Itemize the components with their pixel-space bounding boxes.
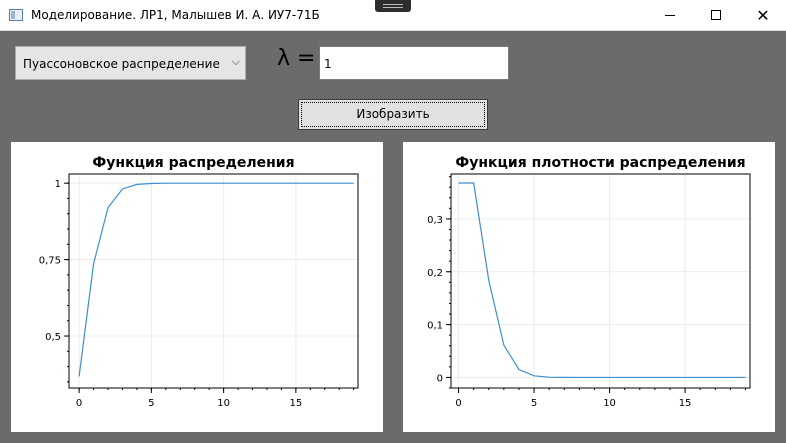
lambda-label: λ = <box>277 46 316 71</box>
pdf-chart-svg: Функция плотности распределения 0 0,1 0,2 0,… <box>427 155 751 409</box>
x-tick-label: 0 <box>455 398 461 409</box>
lambda-input[interactable]: 1 <box>319 46 509 80</box>
y-tick-label: 1 <box>55 179 61 190</box>
pdf-chart: Функция плотности распределения 0 0,1 0,2 0,… <box>403 142 775 432</box>
plot-frame <box>450 173 751 389</box>
chart-title: Функция плотности распределения <box>455 155 745 171</box>
chevron-down-icon: ⌵ <box>231 55 240 68</box>
x-tick-label: 5 <box>148 398 154 409</box>
y-tick-label: 0,5 <box>45 332 61 343</box>
x-tick-label: 15 <box>679 398 692 409</box>
draw-button[interactable]: Изобразить <box>298 99 488 130</box>
x-tick-label: 5 <box>531 398 537 409</box>
distribution-select[interactable]: Пуассоновское распределение ⌵ <box>15 46 246 80</box>
series-line <box>458 182 746 379</box>
x-tick-label: 0 <box>76 398 82 409</box>
maximize-icon <box>711 10 721 20</box>
x-tick-label: 15 <box>289 398 302 409</box>
close-icon: ✕ <box>756 6 770 25</box>
y-tick-label: 0,3 <box>427 215 443 226</box>
y-tick-label: 0,75 <box>39 256 61 267</box>
series-line <box>78 182 354 377</box>
app-icon <box>9 9 23 21</box>
minimize-button[interactable] <box>647 0 693 31</box>
plot-frame <box>68 173 359 389</box>
chart-title: Функция распределения <box>92 155 294 171</box>
distribution-select-value: Пуассоновское распределение <box>23 57 220 71</box>
minimize-icon <box>665 15 675 16</box>
y-tick-label: 0 <box>437 373 443 384</box>
x-tick-label: 10 <box>603 398 616 409</box>
maximize-button[interactable] <box>693 0 739 31</box>
drag-handle-icon[interactable] <box>375 0 411 12</box>
window-title: Моделирование. ЛР1, Малышев И. А. ИУ7-71… <box>31 8 320 22</box>
close-button[interactable]: ✕ <box>740 0 786 31</box>
x-tick-label: 10 <box>217 398 230 409</box>
y-tick-label: 0,2 <box>427 268 443 279</box>
y-tick-label: 0,1 <box>427 321 443 332</box>
cdf-chart: Функция распределения 0,5 0,75 1 0 5 10 15 <box>11 142 383 432</box>
